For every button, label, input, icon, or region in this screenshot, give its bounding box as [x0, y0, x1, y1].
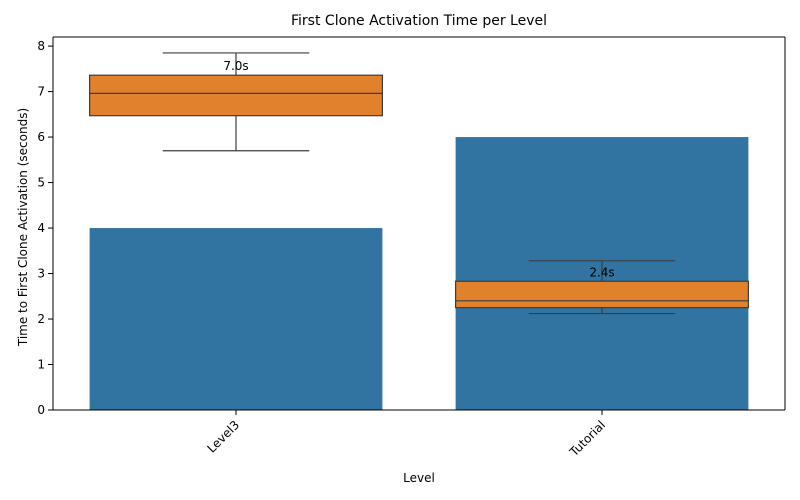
median-label-tutorial: 2.4s — [589, 265, 614, 279]
y-tick-label: 3 — [37, 267, 45, 281]
y-tick-label: 1 — [37, 358, 45, 372]
y-tick-label: 5 — [37, 176, 45, 190]
x-axis-label: Level — [403, 471, 435, 485]
y-tick-label: 8 — [37, 39, 45, 53]
x-tick-label-tutorial: Tutorial — [566, 418, 608, 460]
plot-area: 7.0s 2.4s 0 1 2 3 4 5 6 7 8 Level3 Tutorial — [37, 36, 786, 460]
y-tick-label: 4 — [37, 221, 45, 235]
x-tick-label-level3: Level3 — [204, 418, 242, 456]
box-tutorial — [455, 280, 749, 309]
box-level3 — [88, 74, 383, 117]
y-tick-label: 2 — [37, 312, 45, 326]
bar-level3 — [89, 228, 383, 410]
chart-title: First Clone Activation Time per Level — [291, 13, 547, 29]
y-axis-label: Time to First Clone Activation (seconds) — [16, 108, 30, 347]
y-tick-label: 7 — [37, 85, 45, 99]
y-tick-label: 6 — [37, 130, 45, 144]
y-tick-label: 0 — [37, 403, 45, 417]
median-label-level3: 7.0s — [223, 59, 248, 73]
